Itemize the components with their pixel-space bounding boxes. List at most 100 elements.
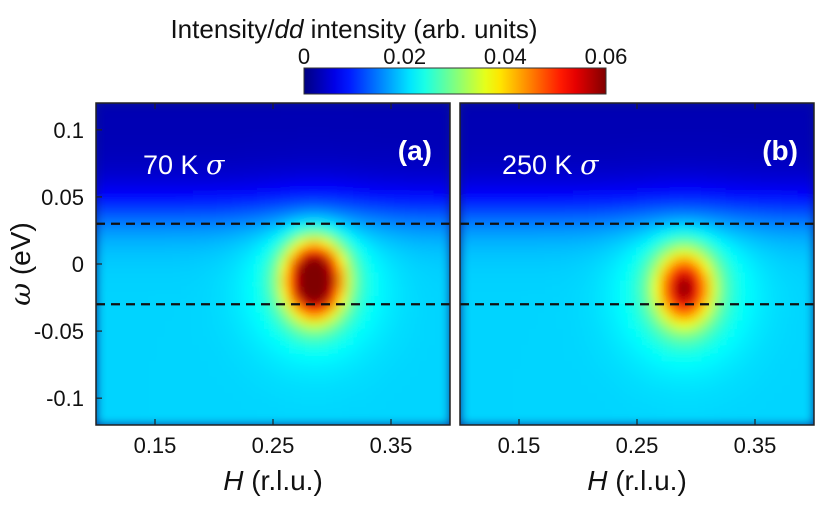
heatmap-cell xyxy=(168,368,178,378)
heatmap-cell xyxy=(757,151,767,160)
heatmap-cell xyxy=(516,416,525,425)
heatmap-cell xyxy=(628,103,638,112)
heatmap-cell xyxy=(273,360,282,370)
heatmap-cell xyxy=(508,175,517,185)
heatmap-cell xyxy=(441,247,450,257)
heatmap-cell xyxy=(264,143,274,152)
heatmap-cell xyxy=(540,344,550,354)
heatmap-cell xyxy=(540,352,550,362)
heatmap-cell xyxy=(256,151,266,160)
heatmap-cell xyxy=(240,352,250,362)
heatmap-cell xyxy=(645,328,654,338)
heatmap-cell xyxy=(661,400,670,410)
heatmap-cell xyxy=(417,408,427,418)
heatmap-cell xyxy=(208,376,218,386)
heatmap-cell xyxy=(749,288,759,297)
heatmap-cell xyxy=(749,272,759,281)
heatmap-cell xyxy=(556,368,566,378)
heatmap-cell xyxy=(789,304,799,313)
heatmap-cell xyxy=(661,103,670,112)
heatmap-cell xyxy=(136,183,145,193)
heatmap-cell xyxy=(208,288,218,297)
heatmap-cell xyxy=(232,159,242,168)
heatmap-cell xyxy=(508,135,517,144)
heatmap-cell xyxy=(548,199,558,209)
heatmap-cell xyxy=(468,239,477,249)
heatmap-cell xyxy=(176,239,186,249)
heatmap-cell xyxy=(460,304,469,313)
heatmap-cell xyxy=(289,127,298,136)
heatmap-cell xyxy=(524,400,534,410)
heatmap-cell xyxy=(409,167,419,177)
heatmap-cell xyxy=(637,288,646,297)
heatmap-cell xyxy=(717,199,727,209)
heatmap-cell xyxy=(645,207,654,217)
heatmap-cell xyxy=(345,416,355,425)
heatmap-cell xyxy=(476,416,485,425)
heatmap-cell xyxy=(289,408,298,418)
heatmap-cell xyxy=(232,416,242,425)
heatmap-cell xyxy=(305,159,314,168)
heatmap-cell xyxy=(152,352,161,362)
heatmap-cell xyxy=(273,264,282,273)
heatmap-cell xyxy=(377,400,387,410)
heatmap-cell xyxy=(476,231,485,241)
heatmap-cell xyxy=(556,272,566,281)
heatmap-cell xyxy=(773,304,783,313)
heatmap-cell xyxy=(361,400,371,410)
heatmap-cell xyxy=(604,368,614,378)
heatmap-cell xyxy=(321,247,330,257)
heatmap-cell xyxy=(377,159,387,168)
heatmap-cell xyxy=(484,304,493,313)
heatmap-cell xyxy=(765,143,775,152)
heatmap-cell xyxy=(797,103,807,112)
heatmap-cell xyxy=(425,103,435,112)
heatmap-cell xyxy=(765,191,775,201)
heatmap-cell xyxy=(369,199,379,209)
heatmap-cell xyxy=(144,384,153,394)
heatmap-cell xyxy=(192,111,202,120)
heatmap-cell xyxy=(476,159,485,168)
heatmap-cell xyxy=(248,336,258,346)
heatmap-cell xyxy=(532,207,542,217)
heatmap-cell xyxy=(281,360,290,370)
heatmap-cell xyxy=(337,320,347,329)
heatmap-cell xyxy=(433,352,443,362)
heatmap-cell xyxy=(628,320,638,329)
heatmap-cell xyxy=(733,191,743,201)
heatmap-cell xyxy=(701,392,711,402)
heatmap-cell xyxy=(273,239,282,249)
heatmap-cell xyxy=(540,151,550,160)
heatmap-cell xyxy=(677,215,686,225)
heatmap-cell xyxy=(781,135,791,144)
heatmap-cell xyxy=(572,352,582,362)
heatmap-cell xyxy=(232,111,242,120)
heatmap-cell xyxy=(152,167,161,177)
heatmap-cell xyxy=(152,304,161,313)
heatmap-cell xyxy=(264,159,274,168)
heatmap-cell xyxy=(128,111,137,120)
heatmap-cell xyxy=(321,376,330,386)
heatmap-cell xyxy=(281,223,290,233)
heatmap-cell xyxy=(572,368,582,378)
heatmap-cell xyxy=(160,344,170,354)
heatmap-cell xyxy=(805,127,814,136)
heatmap-cell xyxy=(256,231,266,241)
heatmap-cell xyxy=(604,127,614,136)
heatmap-cell xyxy=(168,223,178,233)
heatmap-cell xyxy=(492,320,501,329)
heatmap-cell xyxy=(425,215,435,225)
heatmap-cell xyxy=(468,384,477,394)
heatmap-cell xyxy=(168,239,178,249)
heatmap-cell xyxy=(805,247,814,257)
heatmap-cell xyxy=(685,344,694,354)
heatmap-cell xyxy=(337,255,347,265)
heatmap-cell xyxy=(580,191,590,201)
heatmap-cell xyxy=(321,191,330,201)
heatmap-cell xyxy=(337,103,347,112)
heatmap-cell xyxy=(192,167,202,177)
heatmap-cell xyxy=(773,167,783,177)
heatmap-cell xyxy=(152,175,161,185)
heatmap-cell xyxy=(248,103,258,112)
heatmap-cell xyxy=(281,207,290,217)
